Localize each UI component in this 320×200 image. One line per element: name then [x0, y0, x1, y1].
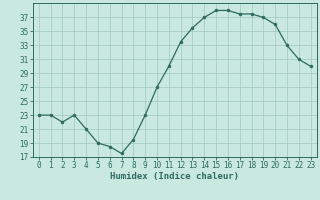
X-axis label: Humidex (Indice chaleur): Humidex (Indice chaleur)	[110, 172, 239, 181]
